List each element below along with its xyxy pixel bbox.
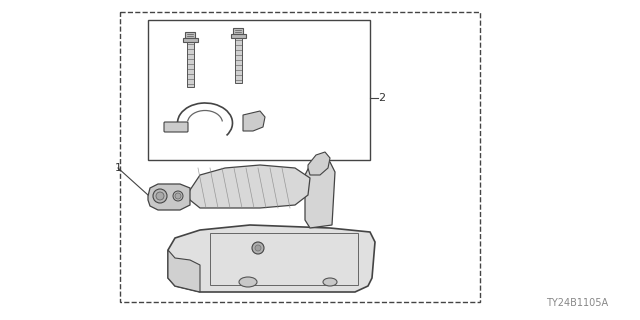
Polygon shape [188,165,310,208]
Polygon shape [305,160,335,228]
Bar [182,38,198,42]
Polygon shape [168,225,375,292]
Circle shape [255,245,261,251]
Ellipse shape [323,278,337,286]
Bar [148,20,370,160]
Text: 2: 2 [378,93,385,103]
Polygon shape [168,250,200,292]
Circle shape [173,191,183,201]
Polygon shape [308,152,330,175]
Bar [120,12,480,302]
Polygon shape [243,111,265,131]
FancyBboxPatch shape [164,122,188,132]
Bar [230,34,246,38]
Text: 1: 1 [115,163,122,173]
Text: TY24B1105A: TY24B1105A [546,298,608,308]
Bar [185,32,195,38]
Circle shape [252,242,264,254]
Bar [186,42,193,87]
Polygon shape [148,184,190,210]
Bar [233,28,243,34]
Ellipse shape [239,277,257,287]
Circle shape [156,192,164,200]
Circle shape [175,193,181,199]
Bar [234,38,241,83]
Bar [210,233,358,285]
Circle shape [153,189,167,203]
